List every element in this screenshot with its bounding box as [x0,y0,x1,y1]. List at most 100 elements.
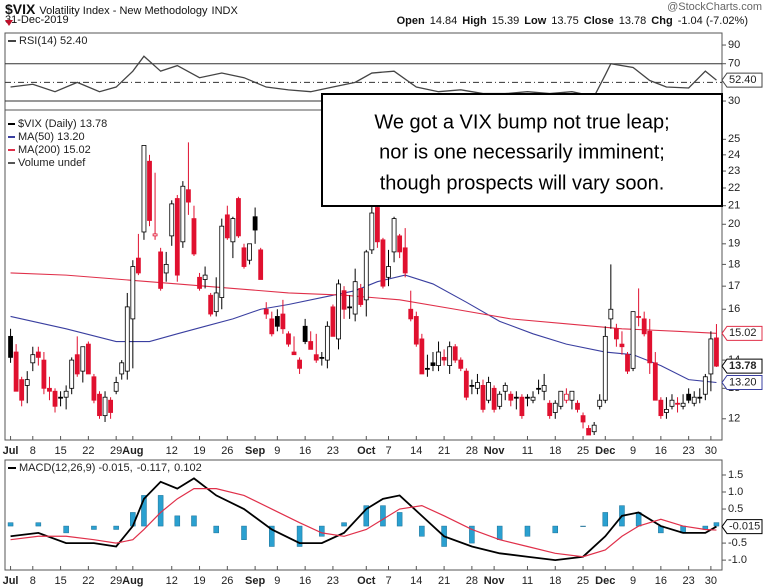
end-label-box [721,358,763,374]
y-tick-label: 30 [728,95,740,107]
y-tick-label: -1.0 [728,554,747,566]
annotation-line: though prospects will vary soon. [380,172,665,194]
x-tick-label: Aug [122,575,143,587]
candle-body [302,325,308,342]
candle-body [208,294,214,315]
candle-body [286,333,291,345]
histogram-bar [319,525,325,537]
candle-body [452,346,458,361]
instrument-name: Volatility Index - New Methodology [39,5,208,17]
x-tick-label: 7 [385,445,391,457]
end-label-box [721,72,763,88]
x-tick-label: 25 [577,445,589,457]
x-tick-label: Jul [3,575,19,587]
histogram-bar [396,512,403,527]
legend-label: MA(200) 15.02 [18,144,91,156]
candle-body [563,393,569,401]
candle-body [119,362,125,375]
candle-body [580,415,586,423]
candle-body [374,207,380,243]
candle-body [541,384,547,392]
candle-body [536,387,541,390]
end-label-box [721,325,763,341]
candle-body [575,402,580,410]
annotation-line: nor is one necessarily imminent; [379,141,665,163]
candle-body [269,318,275,335]
y-tick-label: 90 [728,39,740,51]
quote-value: 13.78 [618,15,647,27]
candle-body [569,390,575,401]
candle-body [586,428,592,436]
candle-body [386,266,391,278]
y-tick-label: 12 [728,413,740,425]
candle-body [547,402,553,417]
candle-body [236,198,241,237]
candle-body [497,393,503,407]
candle-body [85,343,91,375]
symbol: $VIX [5,1,36,17]
x-tick-label: 25 [577,575,589,587]
histogram-bar [552,525,559,534]
x-tick-label: Sep [245,575,265,587]
x-tick-label: 16 [299,445,311,457]
candle-body [714,337,719,367]
candle-body [669,399,675,407]
annotation: We got a VIX bump not true leap; nor is … [321,93,723,207]
x-tick-label: 9 [274,445,280,457]
candle-body [152,233,158,237]
candle-body [652,362,658,401]
candle-body [336,283,341,340]
candle-body [419,338,425,375]
candle-body [680,402,686,407]
x-tick-label: 21 [438,575,450,587]
candle-body [113,382,119,392]
candle-body [641,318,647,335]
candle-body [163,263,169,274]
candle-body [558,390,564,407]
x-tick-label: Dec [595,445,615,457]
candle-body [69,359,75,389]
candle-body [135,257,141,274]
x-tick-label: 18 [549,445,561,457]
histogram-bar [469,525,475,544]
x-tick-label: Aug [122,445,143,457]
histogram-bar [7,522,14,527]
candle-body [491,387,497,410]
x-tick-label: 9 [630,445,636,457]
x-tick-label: Oct [357,575,376,587]
candle-body [636,316,642,318]
candle-body [363,251,369,301]
y-tick-label: 1.5 [728,469,743,481]
end-label: -0.015 [729,520,760,532]
x-tick-label: 23 [327,445,339,457]
candle-body [408,308,414,320]
candle-body [447,346,453,366]
candle-body [219,225,225,298]
x-tick-label: 14 [410,445,422,457]
quote-value: 15.39 [491,15,520,27]
candle-body [413,316,419,345]
candle-body [530,396,536,401]
histogram-bar [380,505,386,527]
y-tick-label: 17 [728,280,740,292]
end-label-box [721,375,763,391]
quote-label: High [462,15,487,27]
candle-body [8,335,13,358]
x-tick-label: 19 [193,445,205,457]
x-tick-label: Sep [245,445,265,457]
candle-body [19,379,25,401]
candle-body [324,325,330,361]
legend-label: Volume undef [18,157,86,169]
quote-label: Low [524,15,547,27]
x-tick-label: 30 [705,575,717,587]
x-tick-label: Jul [3,445,19,457]
candle-body [647,330,653,364]
candle-body [502,384,508,392]
histogram-bar [341,522,347,527]
end-label: 13.78 [729,360,757,372]
candle-body [425,367,430,370]
candle-body [263,308,269,315]
candle-body [347,306,353,309]
candle-body [174,198,180,276]
